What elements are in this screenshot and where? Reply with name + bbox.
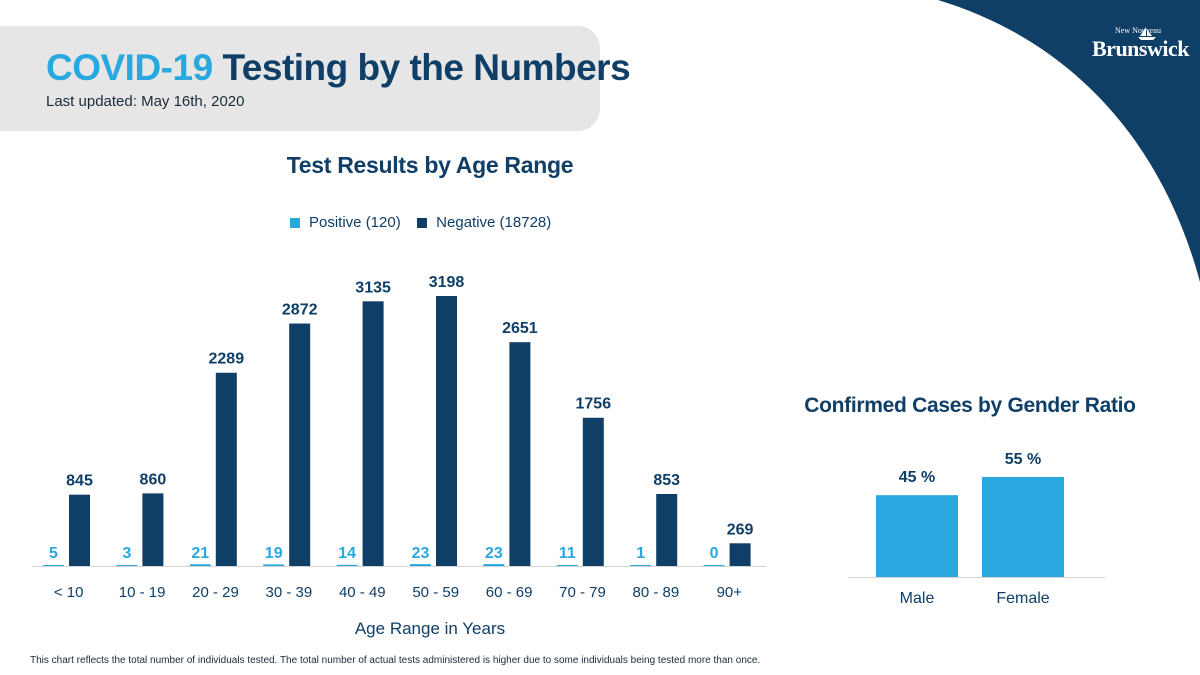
logo-top-text: New Nouveau — [1115, 26, 1161, 35]
negative-value-label: 853 — [653, 472, 680, 489]
footnote: This chart reflects the total number of … — [30, 655, 761, 666]
negative-bar — [362, 301, 384, 566]
negative-value-label: 1756 — [576, 396, 612, 413]
age-tick-label: 70 - 79 — [559, 584, 606, 601]
age-chart: 5 845 < 10 3 860 10 - 19 21 2289 20 - 29 19 2872 30… — [32, 274, 766, 638]
positive-value-label: 1 — [636, 545, 645, 562]
gender-bar — [876, 495, 958, 577]
positive-bar — [630, 565, 652, 566]
negative-value-label: 2289 — [209, 351, 245, 368]
legend-negative-label: Negative (18728) — [436, 214, 552, 231]
age-tick-label: 30 - 39 — [266, 584, 313, 601]
negative-value-label: 860 — [140, 471, 167, 488]
positive-value-label: 3 — [122, 545, 131, 562]
negative-value-label: 2651 — [502, 320, 538, 337]
page-title: COVID-19 Testing by the Numbers — [46, 46, 631, 90]
positive-value-label: 11 — [559, 545, 576, 562]
age-tick-label: 20 - 29 — [192, 584, 239, 601]
positive-bar — [43, 565, 64, 566]
age-chart-title: Test Results by Age Range — [286, 152, 574, 178]
gender-chart: 45 % Male 55 % Female — [848, 451, 1105, 607]
positive-bar — [189, 564, 211, 566]
age-tick-label: 50 - 59 — [412, 584, 459, 601]
age-tick-label: < 10 — [54, 584, 84, 601]
positive-value-label: 5 — [49, 545, 58, 562]
positive-value-label: 14 — [338, 545, 356, 562]
legend-positive-label: Positive (120) — [309, 214, 401, 231]
age-chart-legend: Positive (120) Negative (18728) — [290, 214, 563, 236]
negative-value-label: 2872 — [282, 302, 318, 319]
positive-bar — [556, 565, 578, 566]
new-brunswick-logo: New Nouveau Brunswick — [1092, 26, 1189, 62]
legend-positive-swatch — [290, 217, 300, 228]
positive-bar — [116, 565, 138, 566]
positive-value-label: 21 — [191, 545, 209, 562]
negative-bar — [582, 417, 604, 566]
ship-icon — [1138, 27, 1156, 40]
positive-value-label: 23 — [485, 545, 503, 562]
legend-negative-swatch — [417, 217, 428, 228]
negative-bar — [69, 494, 90, 566]
positive-value-label: 23 — [412, 545, 430, 562]
positive-bar — [410, 564, 431, 566]
age-tick-label: 10 - 19 — [119, 584, 166, 601]
negative-bar — [656, 493, 678, 566]
positive-value-label: 19 — [265, 545, 283, 562]
gender-bar — [982, 477, 1064, 577]
logo-main-text: Brunswick — [1092, 36, 1189, 61]
title-highlight: COVID-19 — [46, 47, 213, 88]
negative-bar — [142, 493, 164, 566]
negative-bar — [289, 323, 311, 566]
negative-value-label: 845 — [66, 473, 93, 490]
gender-tick-label: Female — [996, 590, 1049, 607]
negative-bar — [215, 372, 237, 566]
positive-value-label: 0 — [710, 545, 719, 562]
age-tick-label: 60 - 69 — [486, 584, 533, 601]
corner-decoration — [938, 0, 1200, 282]
gender-tick-label: Male — [900, 590, 935, 607]
positive-bar — [263, 564, 285, 566]
header-panel — [0, 26, 600, 131]
gender-value-label: 55 % — [1005, 451, 1041, 468]
legend-negative: Negative (18728) — [417, 214, 551, 231]
negative-bar — [436, 296, 457, 566]
positive-bar — [336, 564, 358, 566]
age-tick-label: 80 - 89 — [633, 584, 680, 601]
positive-bar — [703, 565, 725, 566]
legend-positive: Positive (120) — [290, 214, 401, 231]
gender-chart-title: Confirmed Cases by Gender Ratio — [804, 394, 1136, 417]
age-tick-label: 40 - 49 — [339, 584, 386, 601]
age-tick-label: 90+ — [717, 584, 743, 601]
negative-value-label: 3135 — [355, 279, 391, 296]
negative-value-label: 269 — [727, 521, 754, 538]
title-main: Testing by the Numbers — [222, 47, 631, 88]
last-updated: Last updated: May 16th, 2020 — [46, 93, 245, 110]
gender-value-label: 45 % — [899, 469, 935, 486]
negative-bar — [729, 543, 751, 566]
positive-bar — [483, 564, 505, 566]
age-x-axis-title: Age Range in Years — [355, 619, 505, 638]
negative-bar — [509, 342, 531, 566]
negative-value-label: 3198 — [429, 274, 465, 291]
